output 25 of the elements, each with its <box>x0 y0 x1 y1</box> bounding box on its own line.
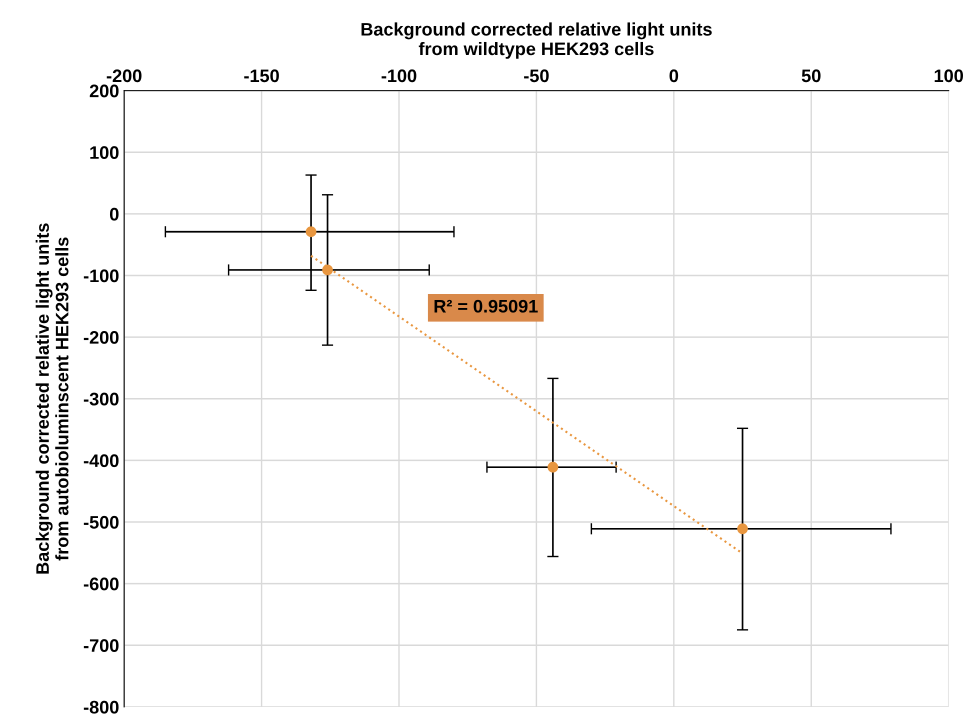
y-tick-label: -700 <box>84 639 119 652</box>
y-axis-title: Background corrected relative light units from autobioluminscent HEK293 cells <box>36 223 69 574</box>
y-tick-label: -400 <box>84 454 119 468</box>
y-tick-label: -600 <box>84 578 119 590</box>
y-tick-label: -300 <box>84 392 119 406</box>
y-tick-label: 100 <box>90 146 119 159</box>
point <box>548 462 558 473</box>
y-tick-label: -800 <box>84 700 119 714</box>
annotation: R² = 0.95091 <box>434 300 538 313</box>
y-tick-label: -200 <box>84 331 119 344</box>
x-tick-label: -50 <box>524 69 549 82</box>
x-tick-label: -150 <box>244 69 279 82</box>
x-tick-label: -100 <box>382 69 416 82</box>
point <box>322 264 333 276</box>
y-tick-label: 0 <box>110 208 119 221</box>
x-tick-label: 0 <box>670 69 678 82</box>
point <box>737 523 748 534</box>
x-tick-label: 50 <box>802 69 821 82</box>
y-tick-label: -100 <box>84 269 119 282</box>
x-axis-title: Background corrected relative light units from wildtype HEK293 cells <box>362 22 712 59</box>
x-tick-label: -200 <box>106 69 142 82</box>
point <box>306 226 316 238</box>
x-tick-label: 100 <box>934 69 963 82</box>
y-tick-label: 200 <box>90 84 119 98</box>
y-tick-label: -500 <box>84 516 119 529</box>
